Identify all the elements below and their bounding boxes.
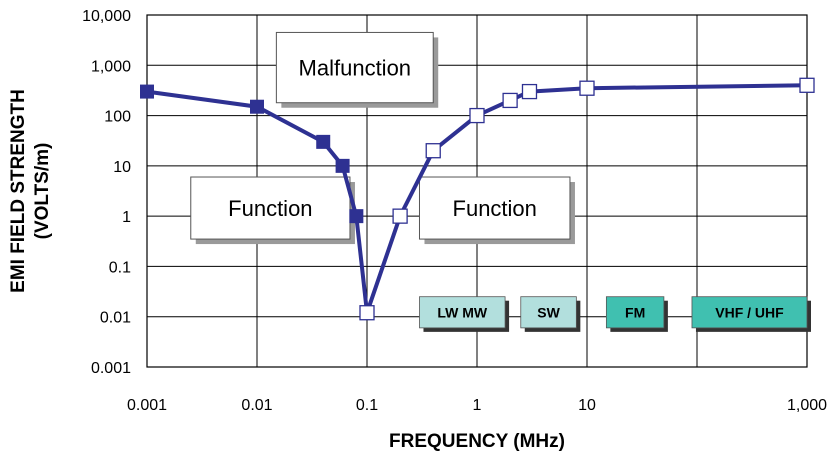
data-point <box>392 208 408 224</box>
annotation-label: Function <box>228 196 312 221</box>
series-line <box>365 83 809 315</box>
tick-labels: 0.001 0.01 0.1 1 10 1,000 0.001 0.01 0.1 1 10 100 1,… <box>82 8 827 414</box>
band-box <box>691 296 808 329</box>
x-tick-label: 1,000 <box>787 397 827 414</box>
band-label: FM <box>625 304 645 320</box>
y-tick-label: 10,000 <box>82 8 131 25</box>
data-point <box>250 99 264 114</box>
data-point <box>425 143 441 159</box>
y-tick-label: 1,000 <box>91 58 131 75</box>
x-tick-label: 0.01 <box>241 397 272 414</box>
frequency-bands: LW MW SW FM VHF / UHF <box>419 296 811 332</box>
x-axis-title: FREQUENCY (MHz) <box>389 431 565 452</box>
annotations: Malfunction Function Function <box>190 31 575 245</box>
band-box <box>605 296 665 329</box>
data-point <box>359 305 375 321</box>
annotation-label: Malfunction <box>299 56 412 81</box>
band-label: VHF / UHF <box>715 304 784 320</box>
data-point <box>140 84 154 99</box>
annotation-box <box>190 176 351 240</box>
series <box>140 77 815 321</box>
y-tick-label: 0.01 <box>100 310 131 327</box>
band-box <box>520 296 577 329</box>
data-point <box>502 92 518 109</box>
band-box <box>419 296 506 329</box>
y-tick-label: 10 <box>113 159 131 176</box>
annotation-box <box>418 176 571 240</box>
annotation-label: Function <box>453 196 537 221</box>
data-point <box>469 107 485 124</box>
y-axis-title-line2: (VOLTS/m) <box>32 143 53 240</box>
y-axis-title-line1: EMI FIELD STRENGTH <box>8 89 29 293</box>
data-point <box>335 158 350 173</box>
x-tick-label: 0.1 <box>356 397 378 414</box>
y-tick-label: 0.001 <box>91 360 131 377</box>
y-tick-label: 0.1 <box>109 259 131 276</box>
series-line <box>145 89 369 315</box>
band-label: LW MW <box>437 304 488 320</box>
x-tick-label: 10 <box>578 397 596 414</box>
x-tick-label: 1 <box>473 397 482 414</box>
plot-border <box>146 14 808 368</box>
y-tick-label: 100 <box>104 109 131 126</box>
data-point <box>579 80 595 96</box>
data-point <box>799 77 815 93</box>
y-tick-label: 1 <box>122 209 131 226</box>
x-tick-label: 0.001 <box>127 397 167 414</box>
band-label: SW <box>537 304 560 320</box>
annotation-box <box>275 31 434 104</box>
data-point <box>521 83 538 100</box>
data-point <box>316 134 331 149</box>
data-point <box>349 209 364 224</box>
